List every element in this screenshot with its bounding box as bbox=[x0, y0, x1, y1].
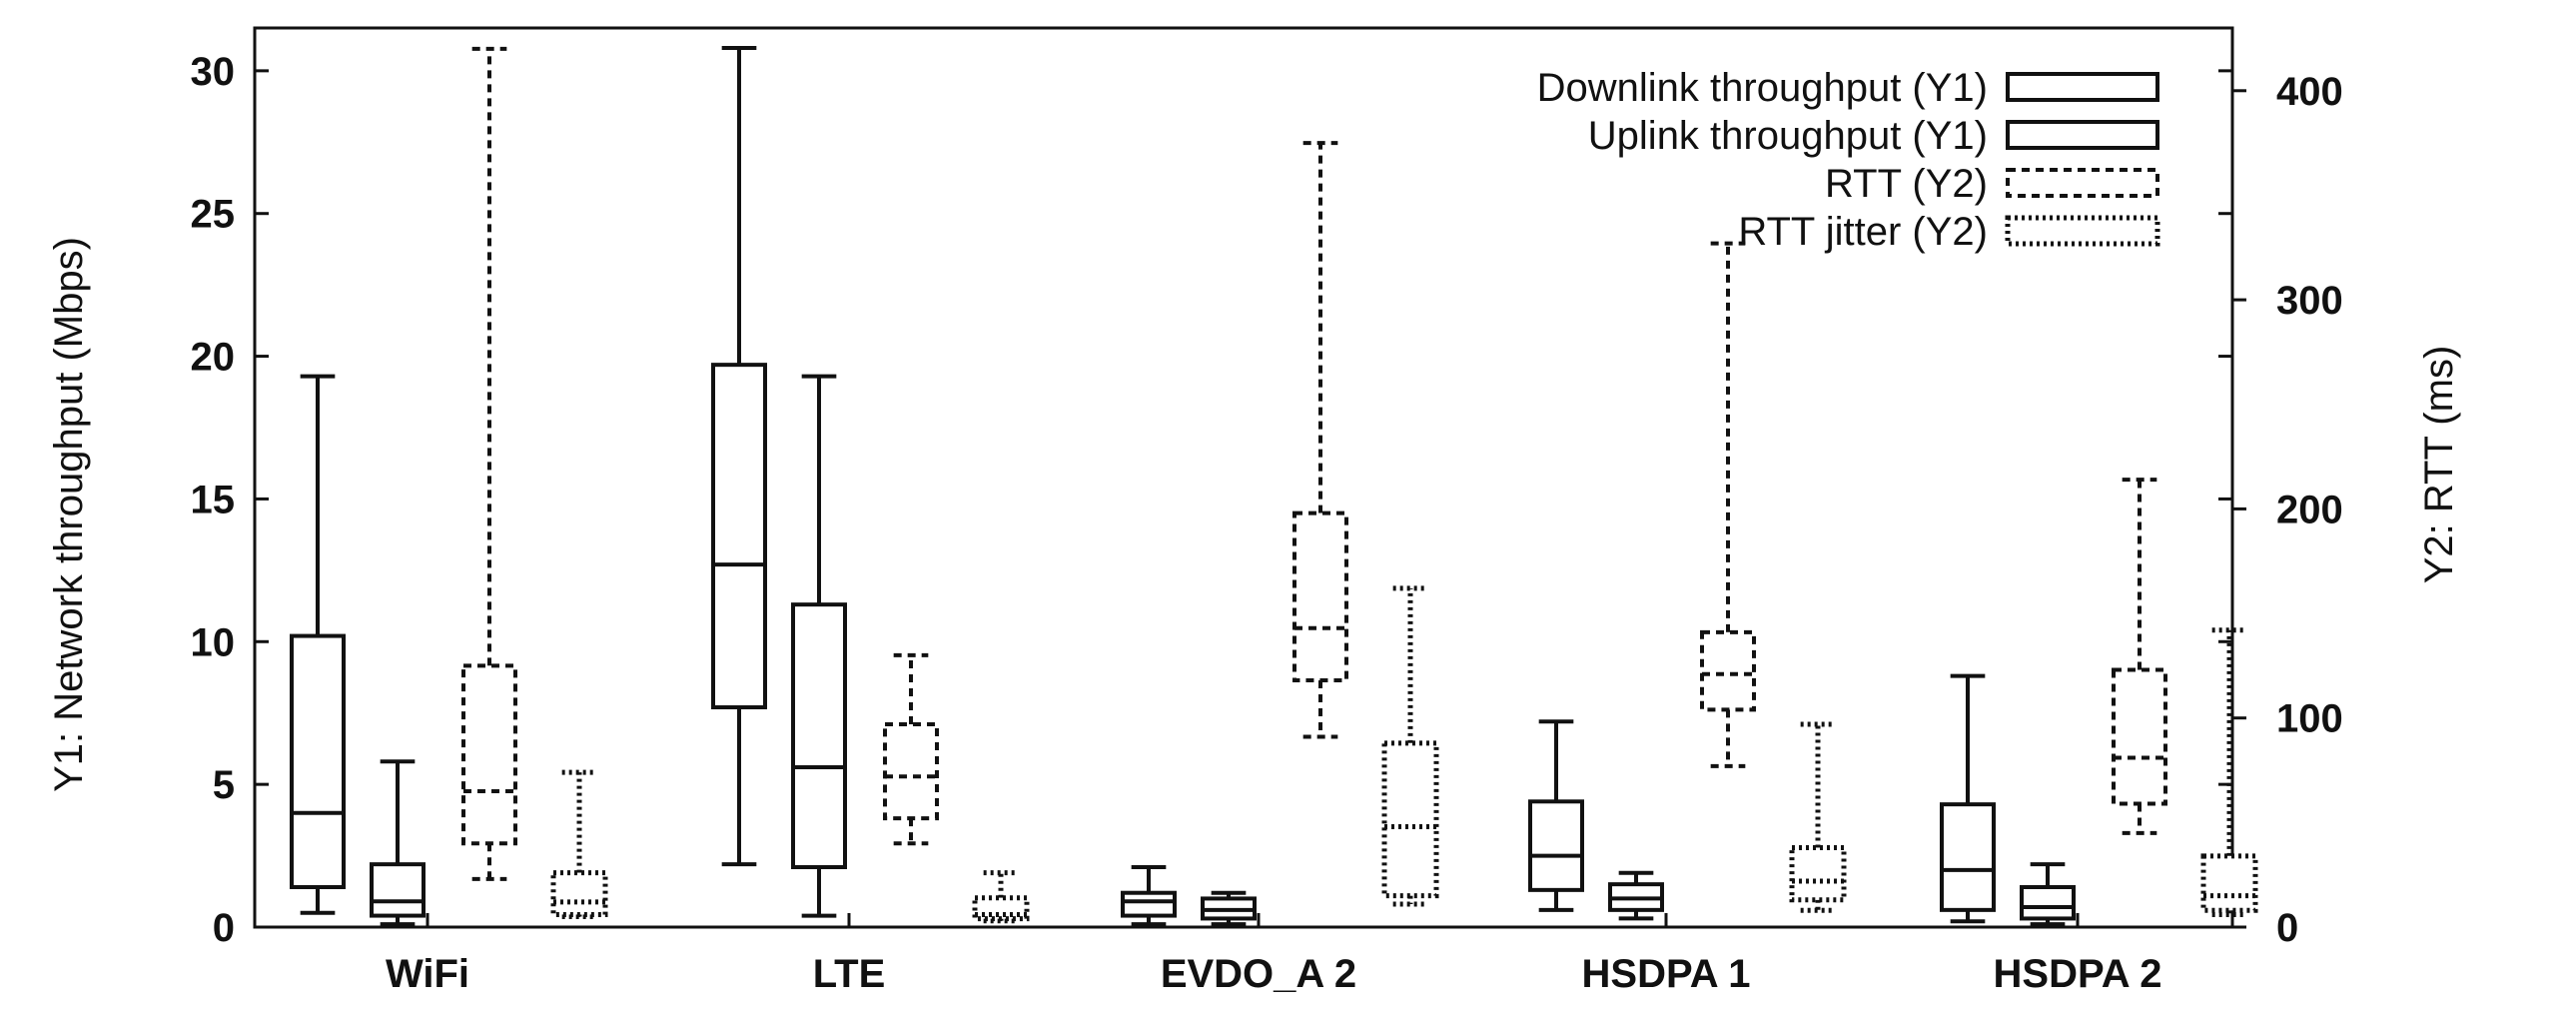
box-iqr bbox=[883, 721, 939, 821]
box-iqr bbox=[1940, 802, 1996, 912]
legend-label: Uplink throughput (Y1) bbox=[1588, 114, 1988, 158]
y1-tick-label: 5 bbox=[213, 763, 235, 807]
box-3-3 bbox=[1789, 721, 1847, 913]
y1-tick-label: 20 bbox=[191, 336, 236, 380]
box-1-0 bbox=[370, 759, 426, 927]
y2-tick-label: 200 bbox=[2276, 488, 2343, 531]
box-3-1 bbox=[972, 870, 1030, 924]
box-0-3 bbox=[1528, 719, 1584, 912]
legend: Downlink throughput (Y1)Uplink throughpu… bbox=[1537, 66, 2160, 254]
box-iqr bbox=[711, 363, 767, 709]
box-iqr bbox=[290, 633, 346, 889]
box-iqr bbox=[550, 870, 608, 917]
box-iqr bbox=[1700, 629, 1756, 712]
box-iqr bbox=[1121, 890, 1177, 918]
box-iqr bbox=[370, 862, 426, 918]
y1-tick-label: 10 bbox=[191, 620, 236, 664]
box-iqr bbox=[1789, 844, 1847, 903]
box-iqr bbox=[2020, 885, 2076, 921]
y2-tick-label: 100 bbox=[2276, 697, 2343, 741]
box-2-1 bbox=[883, 652, 939, 846]
y2-tick-label: 0 bbox=[2276, 906, 2298, 950]
box-1-3 bbox=[1608, 870, 1664, 921]
legend-swatch bbox=[2006, 168, 2159, 198]
box-iqr bbox=[1381, 740, 1439, 899]
box-3-0 bbox=[550, 769, 608, 920]
x-tick-label: HSDPA 2 bbox=[1994, 952, 2162, 996]
box-iqr bbox=[1528, 799, 1584, 892]
x-tick-label: EVDO_A 2 bbox=[1161, 952, 1356, 996]
legend-swatch bbox=[2005, 215, 2160, 247]
plot-frame bbox=[253, 26, 2234, 929]
box-0-2 bbox=[1121, 865, 1177, 927]
y2-axis-label: Y2: RTT (ms) bbox=[2417, 346, 2461, 584]
y1-tick-label: 25 bbox=[191, 193, 236, 237]
box-iqr bbox=[1292, 511, 1348, 683]
box-3-2 bbox=[1381, 585, 1439, 907]
y2-tick-label: 300 bbox=[2276, 279, 2343, 323]
y1-axis-label: Y1: Network throughput (Mbps) bbox=[47, 237, 91, 792]
box-1-2 bbox=[1201, 890, 1257, 927]
y1-tick-label: 30 bbox=[191, 50, 236, 94]
boxes-group bbox=[290, 46, 2258, 927]
box-iqr bbox=[461, 663, 517, 846]
x-tick-label: LTE bbox=[813, 952, 886, 996]
x-tick-label: HSDPA 1 bbox=[1582, 952, 1751, 996]
legend-label: Downlink throughput (Y1) bbox=[1537, 66, 1988, 110]
box-1-4 bbox=[2020, 862, 2076, 927]
box-1-1 bbox=[791, 374, 847, 918]
y1-tick-label: 15 bbox=[191, 478, 236, 521]
box-2-3 bbox=[1700, 241, 1756, 768]
box-0-1 bbox=[711, 46, 767, 867]
box-2-2 bbox=[1292, 141, 1348, 739]
box-iqr bbox=[791, 602, 847, 870]
box-iqr bbox=[972, 895, 1030, 922]
x-tick-label: WiFi bbox=[386, 952, 469, 996]
y2-tick-label: 400 bbox=[2276, 70, 2343, 114]
box-iqr bbox=[2200, 853, 2258, 913]
legend-label: RTT (Y2) bbox=[1825, 162, 1988, 206]
box-0-0 bbox=[290, 374, 346, 915]
legend-swatch bbox=[2006, 72, 2159, 102]
legend-swatch bbox=[2006, 120, 2159, 150]
y1-tick-label: 0 bbox=[213, 906, 235, 950]
box-2-0 bbox=[461, 46, 517, 881]
box-0-4 bbox=[1940, 673, 1996, 924]
box-iqr bbox=[2112, 667, 2167, 806]
box-2-4 bbox=[2112, 478, 2167, 835]
legend-label: RTT jitter (Y2) bbox=[1738, 210, 1988, 254]
box-3-4 bbox=[2200, 627, 2258, 917]
